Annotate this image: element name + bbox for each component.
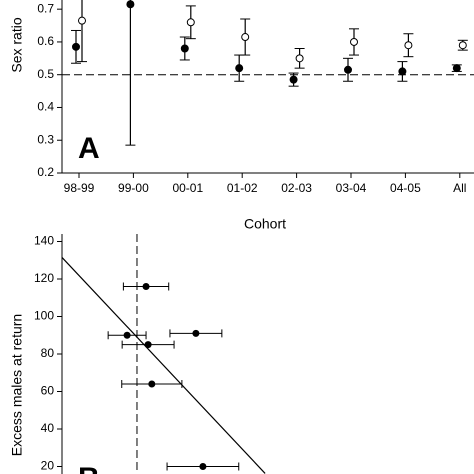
y-tick-label: 120 <box>34 271 54 285</box>
y-tick-label: 40 <box>41 421 55 435</box>
x-tick-label: All <box>453 181 466 195</box>
x-tick-label: 01-02 <box>227 181 258 195</box>
x-tick-label: 98-99 <box>64 181 95 195</box>
x-tick-label: 00-01 <box>172 181 203 195</box>
y-tick-label: 100 <box>34 309 54 323</box>
y-tick-label: 0.6 <box>37 34 54 48</box>
x-axis-label: Cohort <box>244 216 286 232</box>
point <box>192 329 200 337</box>
point <box>241 33 250 42</box>
y-tick-label: 0.3 <box>37 132 54 146</box>
panel-label: A <box>78 132 100 165</box>
y-tick-label: 0.4 <box>37 100 54 114</box>
point <box>404 41 413 50</box>
point <box>78 16 86 25</box>
point <box>295 54 304 63</box>
point <box>142 283 150 290</box>
point <box>199 463 207 470</box>
y-tick-label: 60 <box>41 384 55 398</box>
point <box>186 18 195 27</box>
point <box>289 75 298 84</box>
point <box>180 44 189 53</box>
point <box>144 341 152 349</box>
point <box>72 42 80 51</box>
y-tick-label: 80 <box>41 346 55 360</box>
x-tick-label: 03-04 <box>336 181 367 195</box>
panel-label: B <box>78 462 100 474</box>
x-tick-label: 99-00 <box>118 181 149 195</box>
point <box>350 37 358 46</box>
x-tick-label: 04-05 <box>390 181 421 195</box>
point <box>452 64 461 73</box>
point <box>123 331 131 339</box>
y-axis-label: Excess males at return <box>9 314 25 456</box>
y-tick-label: 20 <box>41 459 55 473</box>
y-axis-label: Sex ratio <box>9 17 25 72</box>
point <box>458 41 467 50</box>
point <box>126 0 135 9</box>
y-tick-label: 0.7 <box>37 1 54 15</box>
point <box>398 67 407 76</box>
y-tick-label: 140 <box>34 234 54 248</box>
fit-line <box>61 257 266 474</box>
point <box>235 64 244 73</box>
y-tick-label: 0.2 <box>37 165 54 179</box>
x-tick-label: 02-03 <box>281 181 312 195</box>
point <box>148 380 156 388</box>
point <box>344 65 352 74</box>
y-tick-label: 0.5 <box>37 67 54 81</box>
